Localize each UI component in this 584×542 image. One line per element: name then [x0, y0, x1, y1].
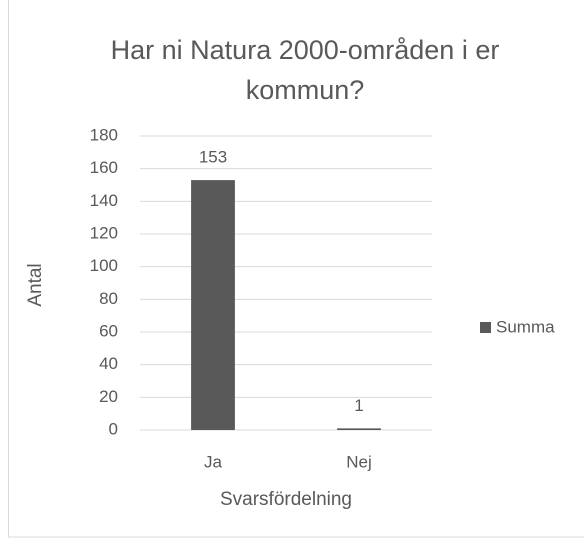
y-tick-label: 0	[109, 419, 118, 438]
chart-title: Har ni Natura 2000-områden i er kommun?	[110, 35, 500, 105]
y-tick-label: 100	[90, 256, 118, 275]
chart-frame	[8, 0, 584, 538]
bar	[337, 428, 381, 430]
legend-swatch	[480, 322, 491, 333]
legend-label: Summa	[496, 317, 555, 336]
y-tick-label: 140	[90, 191, 118, 210]
bar	[191, 180, 235, 430]
y-tick-label: 20	[99, 387, 118, 406]
y-tick-label: 40	[99, 354, 118, 373]
y-tick-label: 80	[99, 289, 118, 308]
data-label: 153	[199, 148, 227, 167]
y-tick-label: 120	[90, 223, 118, 242]
y-tick-label: 180	[90, 125, 118, 144]
x-axis-label: Svarsfördelning	[220, 489, 352, 510]
y-tick-label: 60	[99, 321, 118, 340]
y-axis-label: Antal	[25, 263, 46, 306]
data-label: 1	[354, 396, 363, 415]
x-tick-label: Ja	[204, 452, 223, 471]
y-tick-label: 160	[90, 158, 118, 177]
x-tick-label: Nej	[346, 452, 372, 471]
